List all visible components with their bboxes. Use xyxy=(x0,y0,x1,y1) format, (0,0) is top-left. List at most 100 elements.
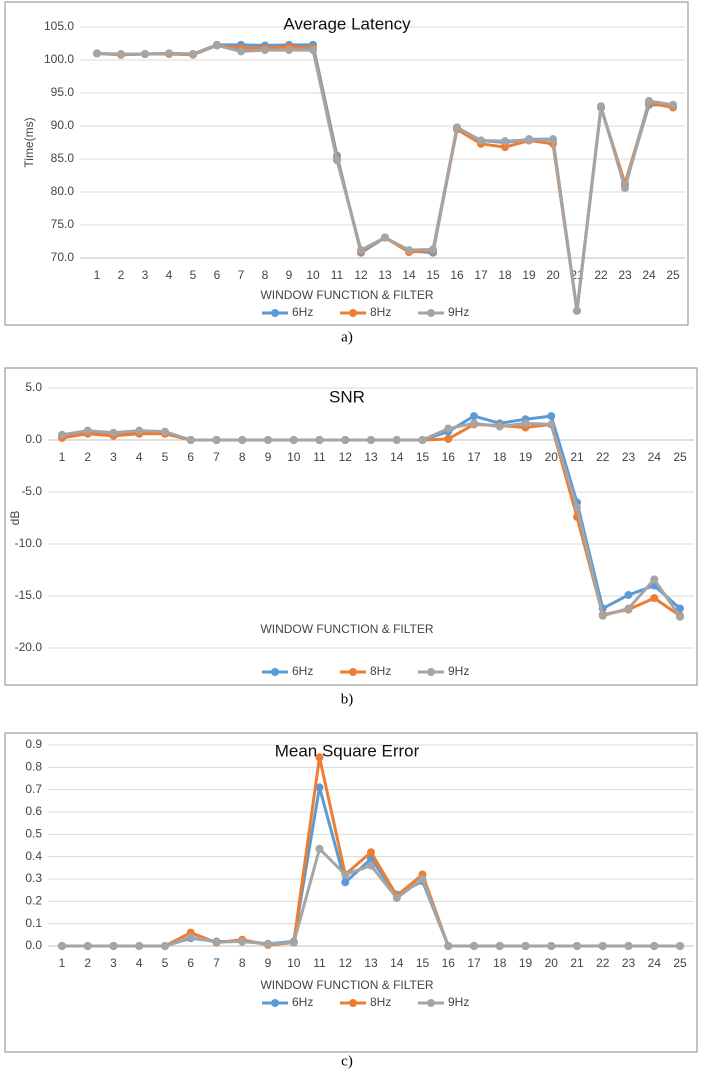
x-tick-label: 16 xyxy=(450,268,464,282)
x-axis-label: WINDOW FUNCTION & FILTER xyxy=(260,622,433,636)
chart: -20.0-15.0-10.0-5.00.05.01 2 3 4 5 6 7 8 9 10 11 12… xyxy=(4,367,698,686)
x-tick-label: 20 xyxy=(545,956,559,970)
legend-marker xyxy=(427,668,435,676)
x-tick-label: 15 xyxy=(416,450,430,464)
y-tick-label: 0.6 xyxy=(25,804,42,818)
x-tick-label: 6 xyxy=(187,450,194,464)
y-tick-label: -10.0 xyxy=(15,536,43,550)
point xyxy=(676,604,684,613)
x-tick-label: 11 xyxy=(331,268,344,282)
x-tick-label: 23 xyxy=(622,450,636,464)
y-tick-label: 0.7 xyxy=(25,782,42,796)
x-tick-label: 2 xyxy=(84,450,91,464)
x-tick-label: 15 xyxy=(416,956,430,970)
x-tick-label: 12 xyxy=(339,956,353,970)
legend-label: 9Hz xyxy=(448,664,469,678)
y-tick-label: 0.9 xyxy=(25,737,42,751)
point xyxy=(289,938,298,947)
point xyxy=(521,942,530,950)
point xyxy=(285,46,293,55)
point xyxy=(238,436,247,444)
point xyxy=(109,428,118,437)
legend-item: 6Hz xyxy=(262,664,313,678)
x-tick-label: 7 xyxy=(213,450,220,464)
point xyxy=(212,937,221,946)
legend-label: 6Hz xyxy=(292,995,313,1009)
x-tick-label: 1 xyxy=(94,268,101,282)
x-tick-label: 6 xyxy=(187,956,194,970)
x-tick-label: 1 xyxy=(59,956,66,970)
point xyxy=(357,246,365,255)
point xyxy=(264,436,272,444)
point xyxy=(58,942,66,950)
x-tick-label: 5 xyxy=(190,268,197,282)
x-tick-label: 10 xyxy=(287,956,301,970)
point xyxy=(501,137,509,146)
plot xyxy=(93,40,677,315)
point xyxy=(58,430,66,439)
point xyxy=(645,96,653,105)
chart: 0.00.10.20.30.40.50.60.70.80.91 2 3 4 5 6 7 8 9 1… xyxy=(4,732,698,1053)
x-tick-label: 5 xyxy=(162,956,169,970)
chart-title: Mean Square Error xyxy=(275,741,420,760)
x-tick-label: 19 xyxy=(519,956,533,970)
point xyxy=(650,942,659,950)
x-tick-label: 18 xyxy=(493,450,507,464)
x-tick-label: 4 xyxy=(136,450,143,464)
x-tick-label: 16 xyxy=(442,956,456,970)
point xyxy=(333,156,341,165)
x-tick-label: 5 xyxy=(162,450,169,464)
x-tick-label: 15 xyxy=(426,268,440,282)
point xyxy=(429,245,437,254)
legend-item: 6Hz xyxy=(262,305,313,319)
point xyxy=(165,49,173,58)
y-tick-label: 0.0 xyxy=(25,432,42,446)
legend-item: 8Hz xyxy=(340,305,391,319)
x-tick-label: 18 xyxy=(498,268,512,282)
point xyxy=(315,844,324,853)
legend-label: 8Hz xyxy=(370,305,391,319)
point xyxy=(186,436,195,444)
point xyxy=(495,942,504,950)
x-tick-label: 4 xyxy=(136,956,143,970)
x-tick-label: 23 xyxy=(618,268,632,282)
point xyxy=(650,575,659,584)
legend-item: 6Hz xyxy=(262,995,313,1009)
point xyxy=(549,135,557,144)
legend-marker xyxy=(271,309,279,317)
point xyxy=(238,937,247,946)
x-tick-label: 24 xyxy=(642,268,656,282)
point xyxy=(598,942,607,950)
point xyxy=(405,246,413,255)
x-tick-label: 25 xyxy=(673,450,687,464)
x-tick-label: 13 xyxy=(364,956,378,970)
point xyxy=(444,942,453,950)
chart-title: Average Latency xyxy=(283,14,411,33)
x-tick-label: 9 xyxy=(265,956,272,970)
x-tick-label: 17 xyxy=(474,268,488,282)
point xyxy=(315,753,324,762)
point xyxy=(93,49,101,58)
point xyxy=(621,184,629,193)
point xyxy=(83,942,92,950)
point xyxy=(624,942,633,950)
caption: b) xyxy=(341,691,354,707)
y-tick-label: 95.0 xyxy=(51,85,75,99)
point xyxy=(135,942,144,950)
y-tick-label: 0.0 xyxy=(25,938,42,952)
point xyxy=(309,46,317,55)
x-tick-label: 12 xyxy=(339,450,353,464)
point xyxy=(135,426,144,435)
y-tick-label: 85.0 xyxy=(51,151,75,165)
point xyxy=(237,47,245,56)
point xyxy=(83,426,92,435)
x-tick-label: 14 xyxy=(390,450,404,464)
x-tick-label: 2 xyxy=(84,956,91,970)
x-tick-label: 8 xyxy=(262,268,269,282)
point xyxy=(470,419,478,428)
point xyxy=(117,50,125,59)
x-tick-label: 13 xyxy=(364,450,378,464)
x-tick-label: 19 xyxy=(522,268,536,282)
x-tick-label: 2 xyxy=(118,268,125,282)
